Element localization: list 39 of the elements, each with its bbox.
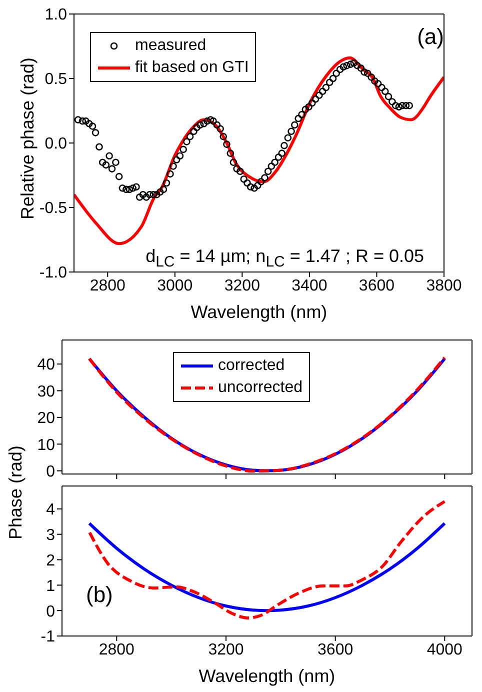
line-series xyxy=(88,522,446,612)
y-tick-label: 40 xyxy=(37,356,56,374)
y-tick-label: 3 xyxy=(46,526,56,544)
legend-label: measured xyxy=(135,37,206,55)
x-tick-label: 3200 xyxy=(208,641,244,658)
x-tick-label: 3200 xyxy=(224,277,260,294)
y-tick-label: 1 xyxy=(46,578,56,595)
y-tick-label: 4 xyxy=(46,502,56,519)
y-tick-label: 20 xyxy=(37,410,56,428)
y-tick-label: 30 xyxy=(37,383,56,400)
x-axis-title: Wavelength (nm) xyxy=(198,666,336,686)
y-tick-label: 0 xyxy=(46,603,56,620)
legend-label: corrected xyxy=(218,357,285,375)
x-tick-label: 3600 xyxy=(318,641,354,658)
y-tick-label: 10 xyxy=(37,436,56,454)
line-series xyxy=(88,500,446,620)
legend-label: uncorrected xyxy=(218,379,302,397)
y-tick-label: 0.5 xyxy=(44,71,68,88)
annotation: (b) xyxy=(86,582,113,608)
x-tick-label: 2800 xyxy=(90,277,126,294)
x-tick-label: 3400 xyxy=(292,277,328,294)
y-axis-title: Relative phase (rad) xyxy=(18,56,38,222)
y-axis-title: Phase (rad) xyxy=(6,444,26,542)
x-tick-label: 2800 xyxy=(98,641,135,658)
x-tick-label: 3600 xyxy=(358,277,395,294)
y-tick-label: -1.0 xyxy=(39,264,68,282)
x-axis-title: Wavelength (nm) xyxy=(190,302,328,322)
y-tick-label: -1 xyxy=(40,628,56,646)
x-tick-label: 3000 xyxy=(157,277,193,294)
annotation: d$_{LC}$ = 14 µm; n$_{LC}$ = 1.47 ; R = 0.05 xyxy=(146,246,424,271)
y-tick-label: 0 xyxy=(46,463,56,480)
annotation: (a) xyxy=(417,24,444,50)
x-tick-label: 3800 xyxy=(426,277,462,294)
y-tick-label: 1.0 xyxy=(44,6,68,24)
y-tick-label: 0.0 xyxy=(44,136,68,153)
x-tick-label: 4000 xyxy=(426,641,463,658)
y-tick-label: -0.5 xyxy=(39,200,68,218)
y-tick-label: 2 xyxy=(46,552,56,570)
legend-label: fit based on GTI xyxy=(135,59,249,77)
